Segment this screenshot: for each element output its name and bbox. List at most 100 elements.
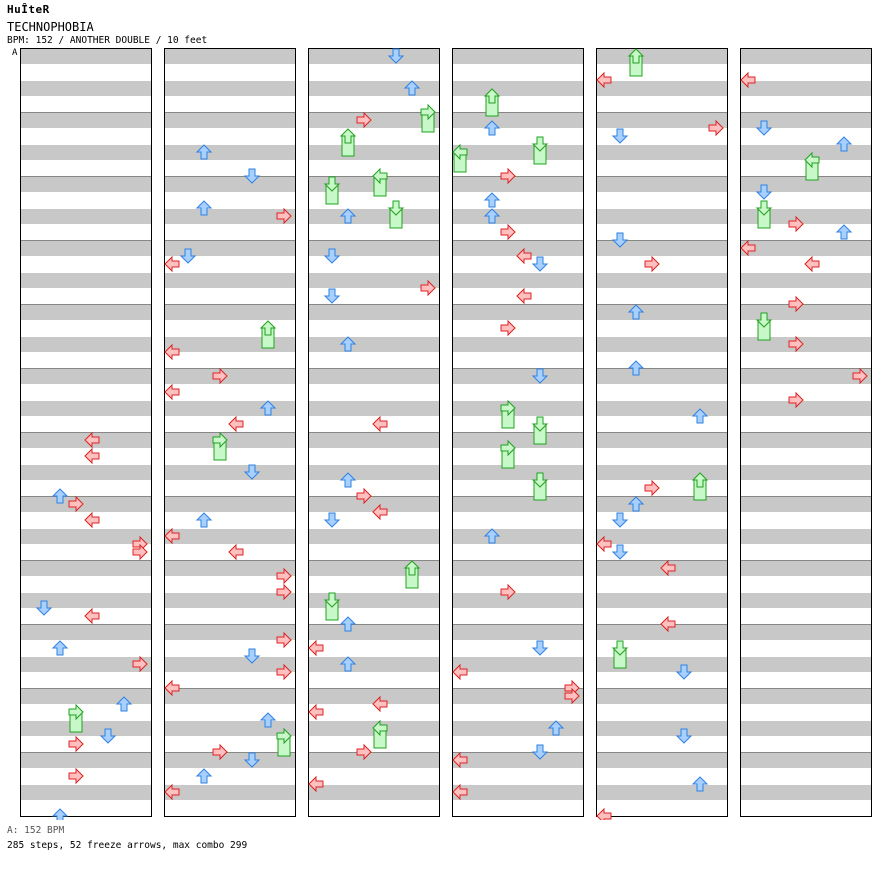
step-arrow bbox=[403, 560, 421, 576]
beat-stripe bbox=[452, 529, 584, 544]
beat-stripe bbox=[308, 273, 440, 288]
step-arrow bbox=[339, 616, 357, 632]
beat-stripe bbox=[596, 337, 728, 352]
step-arrow bbox=[276, 207, 292, 225]
step-arrow bbox=[500, 583, 516, 601]
beat-stripe bbox=[452, 113, 584, 128]
beat-stripe bbox=[20, 369, 152, 384]
step-arrow bbox=[195, 144, 213, 160]
site-logo: HuÎteR bbox=[7, 3, 50, 16]
beat-stripe bbox=[164, 497, 296, 512]
step-arrow bbox=[611, 640, 629, 656]
step-arrow bbox=[308, 775, 324, 793]
beat-stripe bbox=[164, 337, 296, 352]
beat-stripe bbox=[308, 241, 440, 256]
step-arrow bbox=[84, 607, 100, 625]
beat-stripe bbox=[308, 49, 440, 64]
beat-stripe bbox=[596, 369, 728, 384]
beat-stripe bbox=[596, 689, 728, 704]
step-arrow bbox=[691, 776, 709, 792]
step-arrow bbox=[164, 343, 180, 361]
bpm-marker: A bbox=[12, 48, 18, 58]
step-arrow bbox=[132, 655, 148, 673]
step-arrow bbox=[500, 319, 516, 337]
step-arrow bbox=[68, 767, 84, 785]
beat-stripe bbox=[596, 145, 728, 160]
step-arrow bbox=[276, 583, 292, 601]
beat-stripe bbox=[164, 401, 296, 416]
beat-stripe bbox=[308, 401, 440, 416]
beat-stripe bbox=[452, 593, 584, 608]
beat-stripe bbox=[596, 721, 728, 736]
beat-stripe bbox=[596, 81, 728, 96]
beat-stripe bbox=[596, 497, 728, 512]
beat-stripe bbox=[164, 145, 296, 160]
beat-stripe bbox=[740, 593, 872, 608]
step-arrow bbox=[564, 687, 580, 705]
step-arrow bbox=[259, 320, 277, 336]
beat-stripe bbox=[164, 625, 296, 640]
step-arrow bbox=[755, 120, 773, 136]
beat-stripe bbox=[740, 785, 872, 800]
beat-stripe bbox=[308, 81, 440, 96]
beat-stripe bbox=[164, 753, 296, 768]
step-arrow bbox=[804, 151, 820, 169]
step-arrow bbox=[483, 120, 501, 136]
beat-stripe bbox=[308, 753, 440, 768]
step-arrow bbox=[243, 752, 261, 768]
beat-stripe bbox=[452, 241, 584, 256]
beat-stripe bbox=[740, 369, 872, 384]
step-arrow bbox=[531, 416, 549, 432]
step-arrow bbox=[708, 119, 724, 137]
beat-stripe bbox=[740, 433, 872, 448]
beat-stripe bbox=[596, 753, 728, 768]
step-arrow bbox=[452, 663, 468, 681]
beat-stripe bbox=[164, 273, 296, 288]
beat-stripe bbox=[20, 753, 152, 768]
step-arrow bbox=[596, 71, 612, 89]
beat-stripe bbox=[20, 401, 152, 416]
beat-stripe bbox=[452, 433, 584, 448]
column-frame bbox=[596, 48, 728, 817]
step-arrow bbox=[835, 224, 853, 240]
beat-stripe bbox=[20, 113, 152, 128]
step-arrow bbox=[339, 336, 357, 352]
step-arrow bbox=[740, 239, 756, 257]
step-arrow bbox=[452, 143, 468, 161]
step-arrow bbox=[644, 479, 660, 497]
step-arrow bbox=[596, 807, 612, 820]
step-arrow bbox=[611, 544, 629, 560]
step-arrow bbox=[500, 399, 516, 417]
beat-stripe bbox=[740, 529, 872, 544]
step-arrow bbox=[323, 176, 341, 192]
step-arrow bbox=[627, 360, 645, 376]
beat-stripe bbox=[452, 497, 584, 512]
step-arrow bbox=[35, 600, 53, 616]
step-arrow bbox=[516, 247, 532, 265]
beat-stripe bbox=[20, 785, 152, 800]
step-arrow bbox=[84, 447, 100, 465]
beat-stripe bbox=[164, 49, 296, 64]
beat-stripe bbox=[164, 177, 296, 192]
step-arrow bbox=[531, 136, 549, 152]
step-arrow bbox=[675, 664, 693, 680]
beat-stripe bbox=[740, 81, 872, 96]
step-arrow bbox=[372, 695, 388, 713]
beat-stripe bbox=[596, 593, 728, 608]
beat-stripe bbox=[308, 369, 440, 384]
step-arrow bbox=[804, 255, 820, 273]
beat-stripe bbox=[740, 241, 872, 256]
beat-stripe bbox=[164, 785, 296, 800]
beat-stripe bbox=[308, 305, 440, 320]
beat-stripe bbox=[740, 177, 872, 192]
step-arrow bbox=[627, 496, 645, 512]
beat-stripe bbox=[20, 273, 152, 288]
beat-stripe bbox=[20, 497, 152, 512]
step-arrow bbox=[531, 368, 549, 384]
step-arrow bbox=[68, 735, 84, 753]
step-arrow bbox=[755, 184, 773, 200]
beat-stripe bbox=[596, 401, 728, 416]
beat-stripe bbox=[308, 785, 440, 800]
beat-stripe bbox=[452, 145, 584, 160]
step-arrow bbox=[835, 136, 853, 152]
